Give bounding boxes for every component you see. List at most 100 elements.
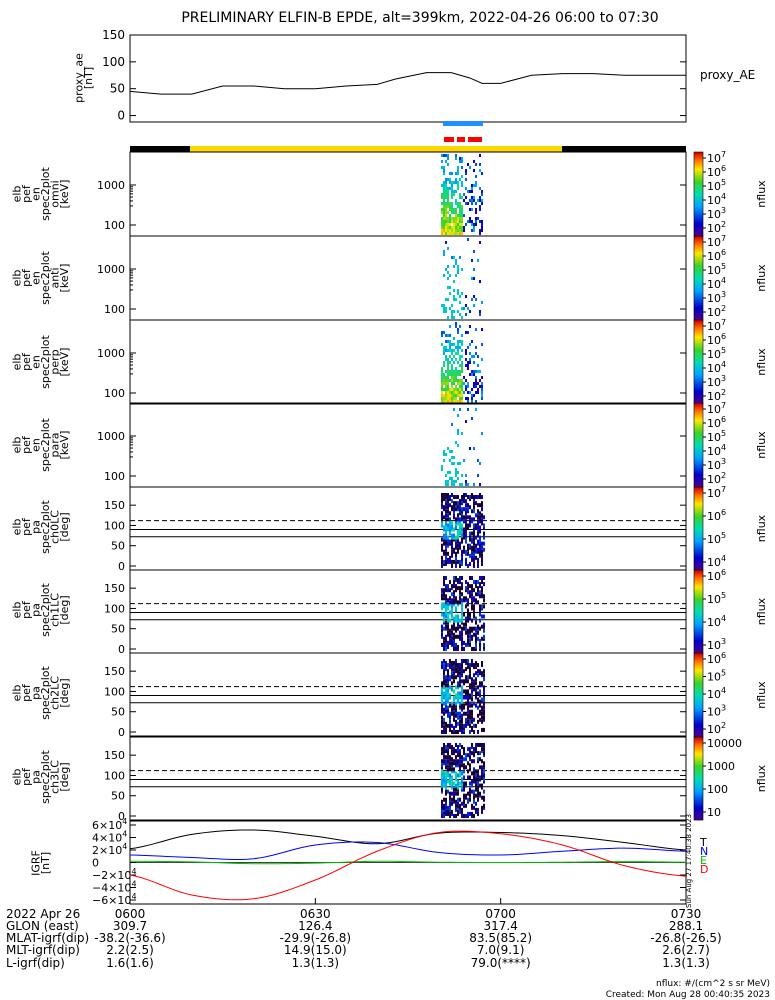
pitch-angle-pixel — [465, 507, 467, 512]
colorbar-strip — [694, 270, 703, 272]
pitch-angle-pixel — [467, 721, 469, 726]
pitch-angle-pixel — [453, 661, 455, 666]
pitch-angle-pixel — [441, 511, 443, 516]
colorbar-strip — [694, 597, 703, 599]
colorbar-strip — [694, 648, 703, 650]
pitch-angle-pixel — [483, 646, 485, 651]
spectrogram-pixel — [453, 223, 455, 226]
pitch-angle-pixel — [455, 723, 457, 728]
spectrogram-pixel — [467, 408, 469, 411]
ytick-label: 150 — [104, 749, 125, 762]
spectrogram-pixel — [445, 178, 447, 181]
pitch-angle-pixel — [465, 711, 467, 716]
ylabel-line: pef — [20, 435, 33, 454]
pitch-angle-pixel — [483, 604, 485, 609]
spectrogram-pixel — [445, 355, 447, 358]
pitch-angle-pixel — [443, 582, 445, 587]
colorbar-strip — [694, 407, 703, 409]
pitch-angle-pixel — [445, 677, 447, 682]
spectrogram-pixel — [443, 459, 445, 462]
colorbar-strip — [694, 634, 703, 636]
colorbar-strip — [694, 157, 703, 159]
ylabel-line: spec2plot — [39, 251, 52, 305]
pitch-angle-pixel — [457, 773, 459, 778]
pitch-angle-pixel — [443, 646, 445, 651]
pitch-angle-pixel — [465, 618, 467, 623]
pitch-angle-pixel — [445, 539, 447, 544]
ylabel-line: en — [29, 438, 42, 452]
pitch-angle-pixel — [455, 709, 457, 714]
pitch-angle-pixel — [469, 576, 471, 580]
spectrogram-pixel — [455, 400, 457, 403]
pitch-angle-pixel — [451, 763, 453, 768]
colorbar-tick-label: 106 — [707, 651, 726, 666]
pitch-angle-pixel — [443, 719, 445, 724]
spectrogram-pixel — [457, 205, 459, 208]
spectrogram-pixel — [463, 199, 465, 202]
pitch-angle-pixel — [461, 533, 463, 538]
pitch-angle-pixel — [445, 636, 447, 641]
ytick-label: −4×104 — [92, 880, 137, 895]
pitch-angle-pixel — [457, 809, 459, 814]
pitch-angle-pixel — [463, 765, 465, 770]
ylabel-line: spec2plot — [39, 167, 52, 221]
colorbar-strip — [694, 450, 703, 452]
pitch-angle-pixel — [449, 803, 451, 808]
pitch-angle-pixel — [453, 761, 455, 766]
pitch-angle-pixel — [481, 783, 483, 788]
pitch-angle-pixel — [455, 545, 457, 550]
pitch-angle-pixel — [477, 580, 479, 585]
pitch-angle-pixel — [455, 600, 457, 605]
pitch-angle-pixel — [473, 795, 475, 800]
pitch-angle-pixel — [477, 563, 479, 568]
spectrogram-pixel — [443, 202, 445, 205]
colorbar-strip — [694, 260, 703, 262]
colorbar-tick-label: 10 — [707, 806, 721, 819]
spectrogram-pixel — [445, 226, 447, 229]
colorbar-strip — [694, 643, 703, 645]
pitch-angle-pixel — [483, 594, 485, 599]
pitch-angle-pixel — [441, 505, 443, 510]
pitch-angle-pixel — [477, 669, 479, 674]
spectrogram-pixel — [479, 229, 481, 232]
colorbar-strip — [694, 787, 703, 789]
pitch-angle-pixel — [455, 535, 457, 540]
pitch-angle-pixel — [445, 785, 447, 790]
colorbar-strip — [694, 577, 703, 579]
pitch-angle-pixel — [467, 598, 469, 603]
pitch-angle-pixel — [463, 622, 465, 627]
pitch-angle-pixel — [449, 781, 451, 786]
pitch-angle-pixel — [445, 697, 447, 702]
pitch-angle-pixel — [451, 521, 453, 526]
pitch-angle-pixel — [457, 539, 459, 544]
pitch-angle-pixel — [459, 797, 461, 802]
pitch-angle-pixel — [445, 705, 447, 710]
colorbar-strip — [694, 317, 703, 319]
spectrogram-pixel — [441, 370, 443, 373]
pitch-angle-pixel — [481, 604, 483, 609]
spectrogram-pixel — [447, 223, 449, 226]
ylabel-line: pef — [20, 517, 33, 536]
pitch-angle-pixel — [443, 771, 445, 776]
pitch-angle-pixel — [449, 685, 451, 690]
spectrogram-pixel — [479, 370, 481, 373]
pitch-angle-pixel — [477, 807, 479, 812]
pitch-angle-pixel — [475, 495, 477, 500]
spectrogram-pixel — [451, 181, 453, 184]
pitch-angle-pixel — [453, 703, 455, 708]
pitch-angle-pixel — [453, 717, 455, 722]
colorbar-strip — [694, 506, 703, 508]
pitch-angle-pixel — [457, 495, 459, 500]
spectrogram-pixel — [447, 178, 449, 181]
pitch-angle-pixel — [461, 807, 463, 812]
colorbar-tick-label: 102 — [707, 471, 726, 486]
pitch-angle-pixel — [445, 584, 447, 589]
spectrogram-pixel — [449, 334, 451, 337]
pitch-angle-pixel — [477, 697, 479, 702]
pitch-angle-pixel — [449, 618, 451, 623]
colorbar-strip — [694, 256, 703, 258]
pitch-angle-pixel — [479, 791, 481, 796]
colorbar-strip — [694, 322, 703, 324]
pitch-angle-pixel — [455, 791, 457, 796]
